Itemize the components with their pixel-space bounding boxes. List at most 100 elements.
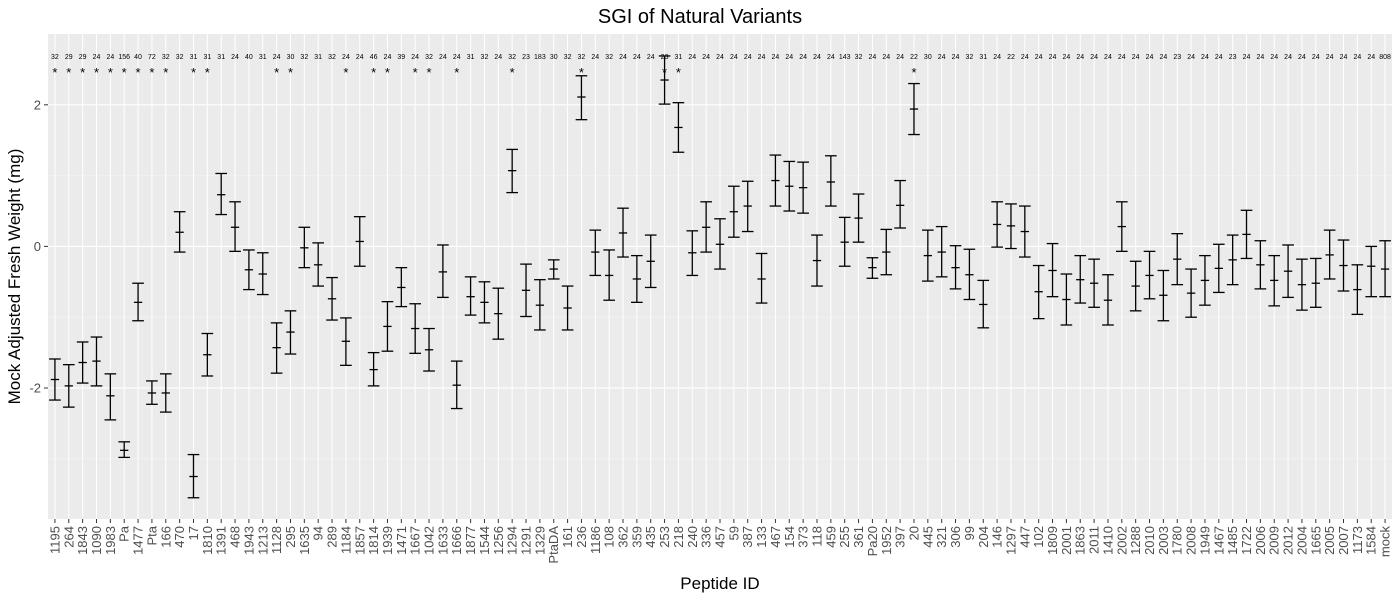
sample-size-label: 30	[924, 54, 932, 61]
y-tick-label: -2	[29, 381, 41, 396]
x-tick-label: 359	[629, 526, 644, 548]
sample-size-label: 32	[966, 54, 974, 61]
sample-size-label: 24	[342, 54, 350, 61]
x-tick-label: 1814	[366, 526, 381, 555]
sample-size-label: 24	[1146, 54, 1154, 61]
x-tick-label: 1949	[1197, 526, 1212, 555]
sample-size-label: 24	[231, 54, 239, 61]
sample-size-label: 24	[993, 54, 1001, 61]
x-tick-label: 1857	[352, 526, 367, 555]
significance-star: *	[94, 65, 99, 80]
sample-size-label: 31	[259, 54, 267, 61]
sample-size-label: 23	[522, 54, 530, 61]
significance-star: *	[163, 65, 168, 80]
sample-size-label: 24	[730, 54, 738, 61]
x-tick-label: 362	[616, 526, 631, 548]
x-tick-label: 289	[325, 526, 340, 548]
significance-star: *	[66, 65, 71, 80]
x-tick-label: 1288	[1128, 526, 1143, 555]
significance-star: *	[343, 65, 348, 80]
x-tick-label: 336	[699, 526, 714, 548]
y-tick-label: 0	[34, 239, 41, 254]
x-tick-label: 1544	[477, 526, 492, 555]
x-tick-label: 146	[990, 526, 1005, 548]
x-tick-label: 1722	[1239, 526, 1254, 555]
sample-size-label: 24	[411, 54, 419, 61]
x-tick-label: 1666	[449, 526, 464, 555]
x-tick-label: 1877	[463, 526, 478, 555]
sample-size-label: 24	[1076, 54, 1084, 61]
x-tick-label: 459	[823, 526, 838, 548]
x-tick-label: 133	[754, 526, 769, 548]
sample-size-label: 24	[688, 54, 696, 61]
x-tick-label: 1294	[505, 526, 520, 555]
sample-size-label: 24	[1049, 54, 1057, 61]
x-tick-label: 1485	[1225, 526, 1240, 555]
sample-size-label: 24	[93, 54, 101, 61]
sample-size-label: 24	[1187, 54, 1195, 61]
sample-size-label: 24	[494, 54, 502, 61]
sample-size-label: 32	[51, 54, 59, 61]
x-tick-label: 204	[976, 526, 991, 548]
x-tick-label: 2010	[1142, 526, 1157, 555]
sample-size-label: 24	[1367, 54, 1375, 61]
sample-size-label: 22	[1007, 54, 1015, 61]
x-tick-label: 255	[837, 526, 852, 548]
significance-star: *	[676, 65, 681, 80]
x-tick-label: 264	[61, 526, 76, 548]
x-tick-label: 154	[782, 526, 797, 548]
sample-size-label: 32	[855, 54, 863, 61]
sample-size-label: 24	[1035, 54, 1043, 61]
x-tick-label: 387	[740, 526, 755, 548]
sample-size-label: 22	[910, 54, 918, 61]
x-tick-label: 240	[685, 526, 700, 548]
sample-size-label: 30	[287, 54, 295, 61]
significance-star: *	[136, 65, 141, 80]
significance-star: *	[911, 65, 916, 80]
sample-size-label: 24	[633, 54, 641, 61]
x-tick-label: 1471	[394, 526, 409, 555]
x-tick-label: 2003	[1156, 526, 1171, 555]
x-tick-label: 2006	[1253, 526, 1268, 555]
sample-size-label: 32	[300, 54, 308, 61]
x-tick-label: 1584	[1364, 526, 1379, 555]
sample-size-label: 24	[1340, 54, 1348, 61]
x-tick-label: 470	[172, 526, 187, 548]
sample-size-label: 24	[827, 54, 835, 61]
sample-size-label: 808	[1379, 54, 1391, 61]
sample-size-label: 24	[1312, 54, 1320, 61]
x-tick-label: 1256	[491, 526, 506, 555]
x-tick-label: 1195	[47, 526, 62, 554]
x-tick-label: 1297	[1003, 526, 1018, 555]
x-tick-label: 2005	[1322, 526, 1337, 555]
x-tick-label: 306	[948, 526, 963, 548]
sample-size-label: 32	[425, 54, 433, 61]
x-tick-label: 1329	[532, 526, 547, 555]
x-tick-label: 1983	[103, 526, 118, 555]
significance-star: *	[385, 65, 390, 80]
sample-size-label: 31	[203, 54, 211, 61]
sample-size-label: 24	[813, 54, 821, 61]
significance-star: *	[274, 65, 279, 80]
x-tick-label: 2002	[1114, 526, 1129, 555]
sample-size-label: 31	[979, 54, 987, 61]
sample-size-label: 24	[1062, 54, 1070, 61]
x-tick-label: 1213	[255, 526, 270, 555]
x-tick-label: 1173	[1350, 526, 1365, 554]
sample-size-label: 24	[273, 54, 281, 61]
significance-star: *	[510, 65, 515, 80]
sample-size-label: 24	[1298, 54, 1306, 61]
sample-size-label: 24	[799, 54, 807, 61]
sample-size-label: 31	[190, 54, 198, 61]
sample-size-label: 24	[716, 54, 724, 61]
sample-size-label: 24	[882, 54, 890, 61]
sample-size-label: 30	[550, 54, 558, 61]
x-tick-label: 1090	[89, 526, 104, 555]
significance-star: *	[122, 65, 127, 80]
x-tick-label: 1939	[380, 526, 395, 555]
sample-size-label: 183	[534, 54, 546, 61]
significance-star: *	[371, 65, 376, 80]
x-tick-label: 435	[643, 526, 658, 548]
x-tick-label: 218	[671, 526, 686, 548]
sample-size-label: 24	[1201, 54, 1209, 61]
